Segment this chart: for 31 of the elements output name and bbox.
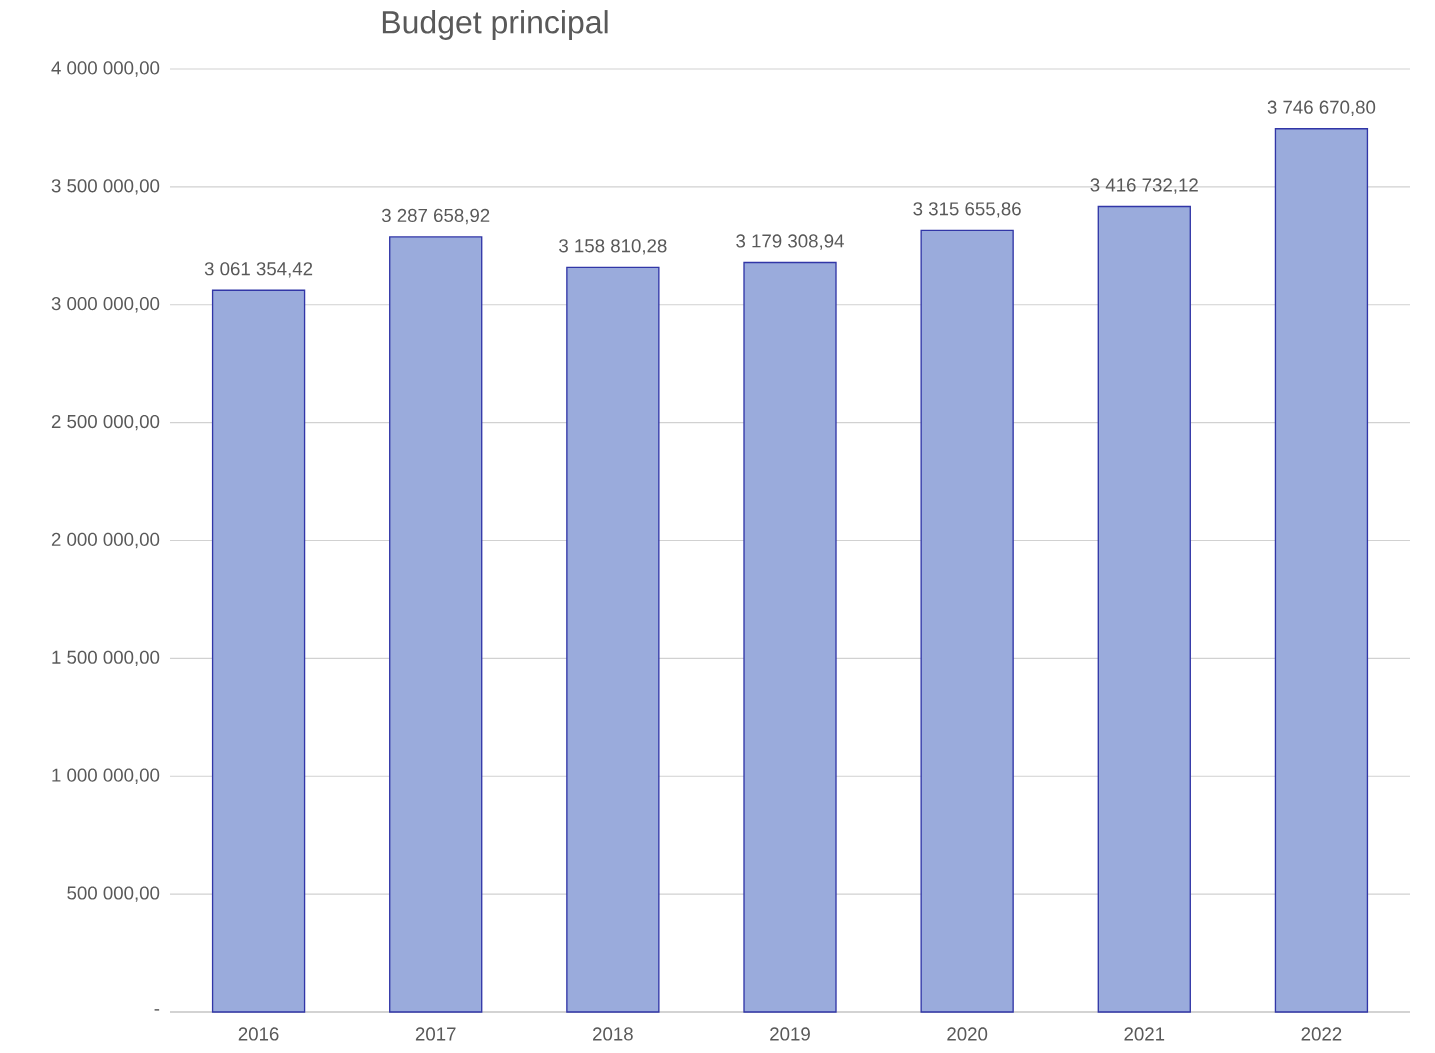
bar — [920, 229, 1014, 1013]
y-tick-label: 3 500 000,00 — [51, 179, 160, 195]
y-tick-label: 1 500 000,00 — [52, 650, 160, 667]
data-label: 3 746 670,80 — [1267, 100, 1376, 116]
y-tick-label: 500 000,00 — [67, 886, 160, 902]
y-tick-label: 3 000 000,00 — [51, 297, 160, 313]
y-tick-label: - — [154, 1009, 160, 1011]
data-label: 3 061 354,42 — [204, 262, 313, 278]
bar — [389, 236, 483, 1013]
x-tick-label: 2021 — [1124, 1027, 1165, 1041]
y-tick-label: 1 000 000,00 — [52, 768, 160, 784]
x-tick-label: 2016 — [238, 1027, 279, 1041]
data-label: 3 315 655,86 — [913, 202, 1021, 218]
x-tick-label: 2020 — [947, 1027, 988, 1041]
y-tick-label: 2 000 000,00 — [51, 532, 160, 549]
bar — [1274, 128, 1369, 1013]
data-label: 3 287 658,92 — [381, 208, 490, 225]
bar — [566, 266, 660, 1013]
x-tick-label: 2018 — [593, 1027, 633, 1041]
bar — [743, 261, 837, 1013]
data-label: 3 158 810,28 — [559, 239, 667, 255]
chart-title: Budget principal — [382, 10, 608, 40]
x-tick-label: 2017 — [415, 1027, 456, 1041]
bar — [1097, 205, 1191, 1013]
x-tick-label: 2022 — [1301, 1027, 1342, 1041]
y-tick-label: 4 000 000,00 — [51, 61, 160, 77]
data-label: 3 416 732,12 — [1090, 178, 1198, 194]
y-tick-label: 2 500 000,00 — [51, 414, 160, 431]
data-label: 3 179 308,94 — [736, 234, 844, 250]
x-tick-label: 2019 — [770, 1027, 810, 1041]
bar — [211, 289, 306, 1013]
